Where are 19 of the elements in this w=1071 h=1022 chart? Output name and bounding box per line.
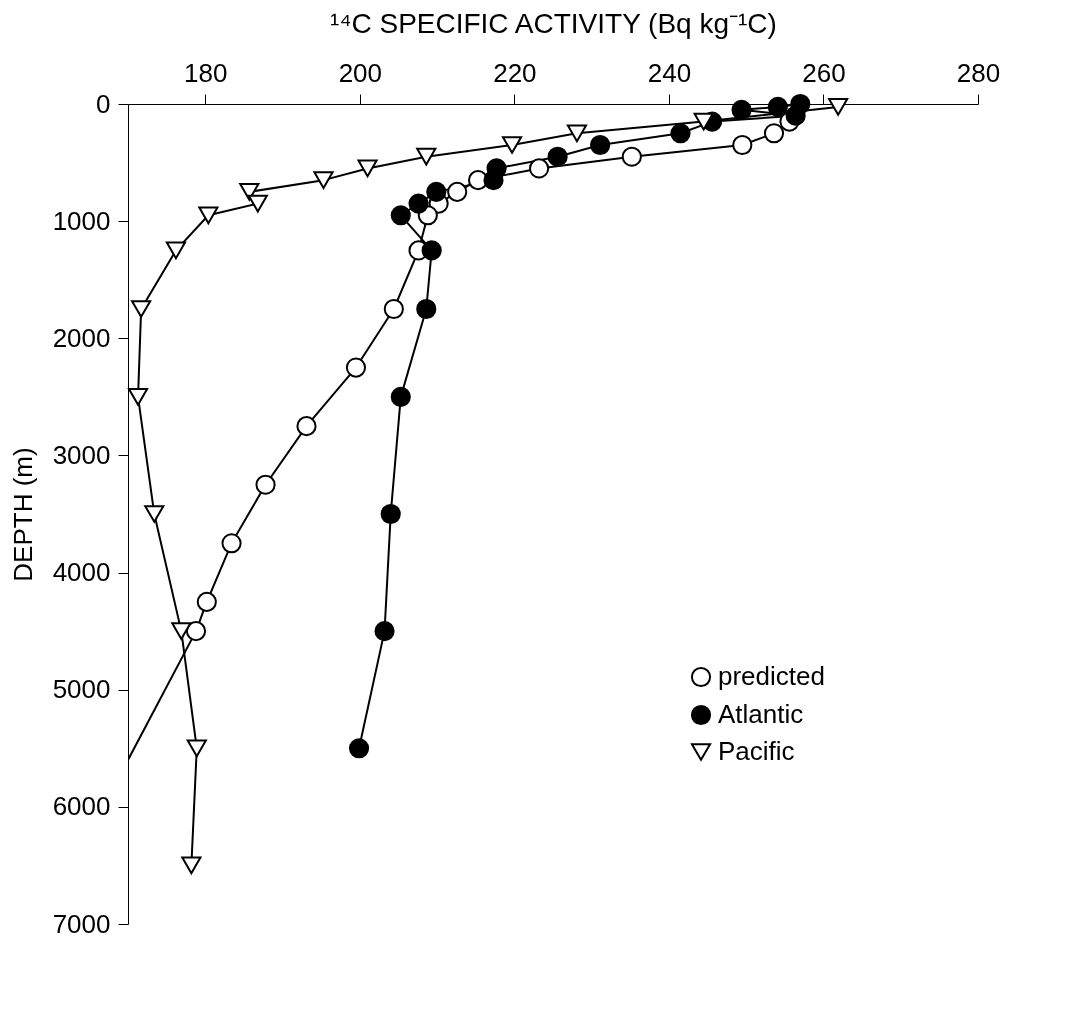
y-tick-label: 7000 xyxy=(52,908,111,939)
y-tick-label: 3000 xyxy=(52,439,111,470)
x-tick-label: 240 xyxy=(647,57,692,88)
y-tick-label: 4000 xyxy=(52,557,111,588)
x-tick-label: 260 xyxy=(802,57,846,88)
y-axis-title: DEPTH (m) xyxy=(7,447,38,582)
x-tick-label: 280 xyxy=(956,57,1001,88)
y-tick-label: 1000 xyxy=(52,205,111,236)
y-tick-label: 5000 xyxy=(52,674,111,705)
x-axis-title: ¹⁴C SPECIFIC ACTIVITY (Bq kg⁻¹C) xyxy=(330,7,777,39)
legend-label: Atlantic xyxy=(718,699,804,729)
x-tick-label: 200 xyxy=(338,57,383,88)
legend-label: Pacific xyxy=(718,736,795,766)
y-tick-label: 6000 xyxy=(52,791,111,822)
y-tick-label: 0 xyxy=(96,88,111,119)
legend-label: predicted xyxy=(718,661,825,691)
x-tick-label: 220 xyxy=(493,57,537,88)
y-tick-label: 2000 xyxy=(52,322,111,353)
x-tick-label: 180 xyxy=(184,57,228,88)
